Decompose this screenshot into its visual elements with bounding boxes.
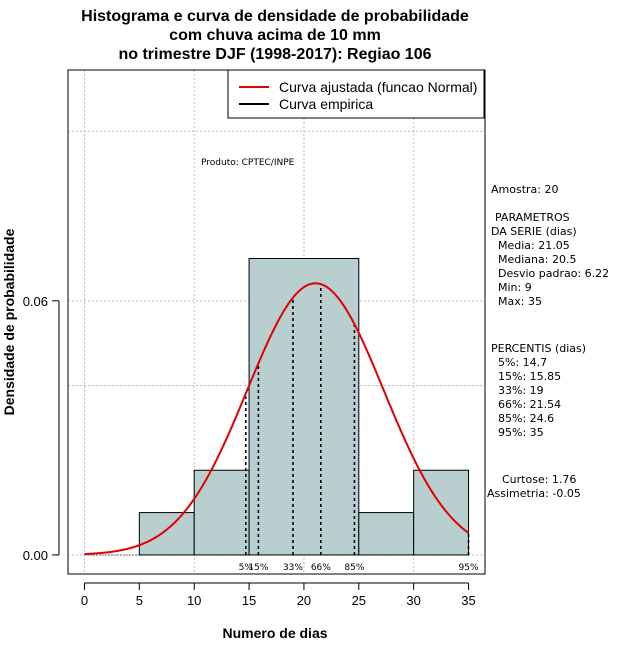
stat-sample: Amostra: 20 (491, 183, 558, 196)
x-tick-label: 25 (352, 593, 366, 608)
chart-title-line-2: com chuva acima de 10 mm (169, 27, 381, 44)
y-axis: 0.00 0.06 (23, 294, 60, 563)
legend: Curva ajustada (funcao Normal) Curva emp… (227, 69, 485, 119)
stat-p5: 5%: 14.7 (498, 356, 547, 369)
stat-p15: 15%: 15.85 (498, 370, 561, 383)
percentile-label: 15% (248, 563, 268, 573)
stat-median: Mediana: 20.5 (498, 253, 576, 266)
credit-text: Produto: CPTEC/INPE (201, 158, 295, 168)
x-tick-label: 35 (461, 593, 475, 608)
stat-p33: 33%: 19 (498, 384, 544, 397)
x-axis: 0 5 10 15 20 25 30 35 (81, 582, 476, 608)
stat-min: Min: 9 (498, 281, 532, 294)
y-axis-title: Densidade de probabilidade (1, 228, 17, 415)
stat-p85: 85%: 24.6 (498, 412, 554, 425)
stat-percentiles-header: PERCENTIS (dias) (491, 342, 586, 355)
percentile-label: 85% (344, 563, 364, 573)
stat-params-subheader: DA SERIE (dias) (491, 225, 577, 238)
histogram-bar (413, 469, 470, 556)
stat-p66: 66%: 21.54 (498, 398, 561, 411)
percentile-label: 66% (311, 563, 331, 573)
stat-max: Max: 35 (498, 295, 542, 308)
histogram-bar (138, 512, 195, 556)
x-tick-label: 10 (187, 593, 201, 608)
statistics-panel: Amostra: 20 PARAMETROS DA SERIE (dias) M… (487, 183, 609, 500)
legend-label-empirical: Curva empirica (279, 96, 373, 112)
histogram-bar (358, 512, 415, 556)
histogram-bar (248, 257, 360, 556)
chart-title-line-3: no trimestre DJF (1998-2017): Regiao 106 (118, 46, 431, 63)
stat-p95: 95%: 35 (498, 426, 544, 439)
stat-skewness: Assimetria: -0.05 (487, 487, 581, 500)
x-tick-label: 0 (81, 593, 88, 608)
y-tick-label: 0.00 (23, 548, 48, 563)
x-axis-title: Numero de dias (222, 625, 327, 641)
normal-curve (84, 282, 470, 556)
histogram-bar (193, 469, 250, 556)
percentile-label: 33% (283, 563, 303, 573)
stat-kurtosis: Curtose: 1.76 (502, 473, 576, 486)
normal-curve-layer (84, 282, 470, 556)
percentile-label: 5% (239, 563, 254, 573)
percentile-lines: 5%15% 33% 66% 85% 95% (239, 284, 479, 573)
x-tick-label: 5 (136, 593, 143, 608)
x-tick-label: 15 (242, 593, 256, 608)
x-tick-label: 20 (297, 593, 311, 608)
legend-box (227, 69, 485, 119)
stat-params-header: PARAMETROS (495, 211, 570, 224)
x-tick-label: 30 (406, 593, 420, 608)
legend-label-normal: Curva ajustada (funcao Normal) (279, 79, 477, 95)
stat-sd: Desvio padrao: 6.22 (498, 267, 609, 280)
chart-title-line-1: Histograma e curva de densidade de proba… (81, 8, 469, 25)
histogram-bars (84, 257, 470, 556)
y-tick-label: 0.06 (23, 294, 48, 309)
stat-mean: Media: 21.05 (498, 239, 570, 252)
percentile-label: 95% (459, 563, 479, 573)
